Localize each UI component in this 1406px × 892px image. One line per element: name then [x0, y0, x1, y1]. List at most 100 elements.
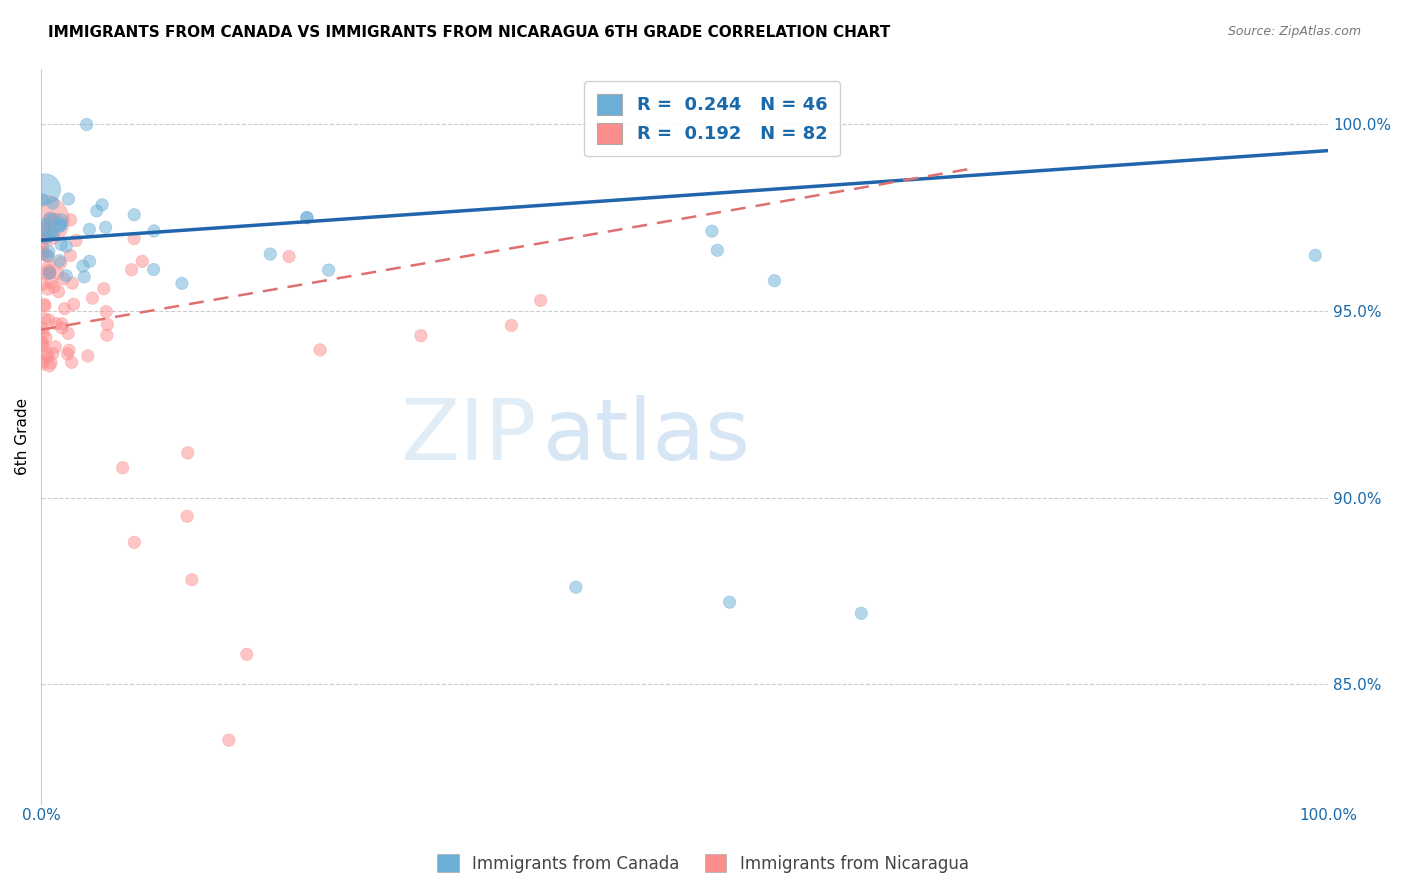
- Point: [32, 325, 55, 339]
- Point: [38, 228, 60, 243]
- Point: [62, 297, 84, 311]
- Legend: Immigrants from Canada, Immigrants from Nicaragua: Immigrants from Canada, Immigrants from …: [430, 847, 976, 880]
- Point: [170, 277, 193, 291]
- Point: [79, 222, 101, 236]
- Point: [31, 321, 53, 335]
- Point: [1303, 248, 1326, 262]
- Point: [309, 343, 332, 357]
- Point: [42, 196, 65, 211]
- Text: atlas: atlas: [543, 394, 751, 477]
- Point: [142, 262, 165, 277]
- Point: [45, 317, 67, 331]
- Point: [31, 339, 53, 353]
- Point: [65, 234, 87, 248]
- Point: [60, 355, 83, 369]
- Point: [31, 277, 53, 292]
- Point: [111, 460, 134, 475]
- Point: [177, 446, 200, 460]
- Point: [93, 282, 115, 296]
- Point: [73, 269, 96, 284]
- Point: [39, 225, 62, 239]
- Point: [31, 229, 53, 244]
- Point: [39, 275, 62, 289]
- Point: [49, 217, 72, 231]
- Point: [34, 297, 56, 311]
- Point: [31, 241, 53, 255]
- Point: [72, 259, 94, 273]
- Point: [51, 317, 73, 331]
- Point: [565, 580, 588, 594]
- Point: [45, 212, 67, 227]
- Point: [35, 225, 58, 239]
- Point: [530, 293, 553, 308]
- Point: [60, 276, 83, 290]
- Point: [96, 304, 118, 318]
- Point: [32, 221, 55, 235]
- Point: [38, 244, 60, 259]
- Point: [38, 313, 60, 327]
- Point: [39, 356, 62, 370]
- Point: [59, 248, 82, 262]
- Point: [235, 648, 257, 662]
- Point: [39, 211, 62, 226]
- Point: [51, 321, 73, 335]
- Point: [59, 212, 82, 227]
- Point: [31, 246, 53, 260]
- Point: [38, 266, 60, 280]
- Point: [58, 343, 80, 358]
- Point: [55, 268, 77, 283]
- Point: [42, 346, 65, 360]
- Point: [49, 256, 72, 270]
- Point: [34, 222, 56, 236]
- Point: [37, 248, 59, 262]
- Point: [39, 265, 62, 279]
- Point: [38, 359, 60, 373]
- Point: [121, 262, 143, 277]
- Point: [38, 266, 60, 280]
- Point: [96, 318, 118, 332]
- Point: [31, 357, 53, 371]
- Text: IMMIGRANTS FROM CANADA VS IMMIGRANTS FROM NICARAGUA 6TH GRADE CORRELATION CHART: IMMIGRANTS FROM CANADA VS IMMIGRANTS FRO…: [48, 25, 890, 40]
- Point: [38, 259, 60, 273]
- Point: [34, 299, 56, 313]
- Point: [31, 193, 53, 207]
- Point: [32, 213, 55, 227]
- Point: [41, 228, 63, 243]
- Point: [96, 328, 118, 343]
- Point: [851, 607, 873, 621]
- Point: [48, 219, 70, 234]
- Point: [34, 311, 56, 326]
- Point: [56, 347, 79, 361]
- Point: [82, 291, 104, 305]
- Point: [32, 354, 55, 368]
- Point: [34, 266, 56, 280]
- Point: [48, 253, 70, 268]
- Point: [37, 347, 59, 361]
- Point: [42, 280, 65, 294]
- Point: [38, 263, 60, 277]
- Point: [318, 263, 340, 277]
- Point: [278, 250, 301, 264]
- Point: [37, 282, 59, 296]
- Point: [32, 246, 55, 260]
- Point: [44, 340, 66, 354]
- Point: [131, 254, 153, 268]
- Point: [124, 535, 146, 549]
- Point: [58, 192, 80, 206]
- Text: ZIP: ZIP: [401, 394, 537, 477]
- Point: [49, 219, 72, 233]
- Point: [718, 595, 741, 609]
- Point: [48, 285, 70, 299]
- Point: [55, 239, 77, 253]
- Legend: R =  0.244   N = 46, R =  0.192   N = 82: R = 0.244 N = 46, R = 0.192 N = 82: [585, 81, 839, 156]
- Point: [122, 208, 145, 222]
- Point: [700, 224, 723, 238]
- Point: [34, 182, 56, 196]
- Point: [143, 224, 166, 238]
- Point: [39, 211, 62, 226]
- Point: [76, 118, 98, 132]
- Point: [35, 331, 58, 345]
- Point: [46, 266, 69, 280]
- Point: [77, 349, 100, 363]
- Point: [37, 350, 59, 364]
